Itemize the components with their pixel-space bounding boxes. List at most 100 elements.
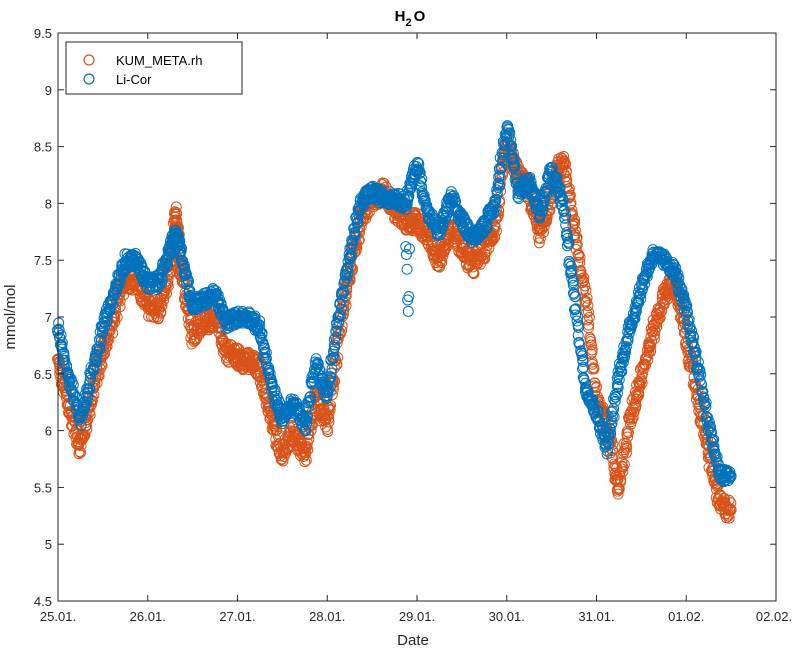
data-point [254, 356, 266, 368]
data-point [670, 262, 682, 274]
data-point [317, 403, 329, 415]
data-point [439, 243, 451, 255]
data-point [569, 291, 581, 303]
data-point [606, 417, 618, 429]
x-tick-label: 30.01. [489, 609, 525, 624]
data-point [418, 189, 430, 201]
data-point [715, 489, 727, 501]
data-point [608, 411, 620, 423]
data-point [91, 377, 103, 389]
data-point [582, 300, 594, 312]
data-point [553, 182, 565, 194]
data-point [489, 220, 501, 232]
data-point [331, 322, 343, 334]
data-point [78, 432, 89, 444]
data-point [492, 181, 504, 193]
data-point [620, 341, 632, 353]
data-point [328, 333, 340, 345]
data-point [724, 472, 736, 484]
x-tick-label: 31.01. [578, 609, 614, 624]
data-point [607, 438, 619, 450]
data-point [656, 305, 668, 317]
y-tick-label: 6 [45, 424, 52, 439]
data-point [299, 456, 311, 468]
data-point [303, 395, 315, 407]
data-point [534, 232, 546, 244]
data-point [158, 294, 170, 306]
data-point [508, 160, 520, 172]
data-point [421, 199, 433, 211]
data-point [687, 330, 699, 342]
data-point [182, 276, 194, 288]
data-point [300, 411, 312, 423]
data-point [578, 272, 590, 284]
x-axis-label: Date [397, 632, 429, 649]
data-point [537, 226, 549, 238]
data-point [106, 294, 118, 306]
x-tick-label: 29.01. [399, 609, 435, 624]
data-point [580, 284, 592, 296]
data-point [683, 314, 695, 326]
data-point [609, 395, 621, 407]
data-point [436, 256, 448, 268]
data-point [302, 396, 314, 408]
x-tick-label: 26.01. [130, 609, 166, 624]
data-point [479, 248, 491, 260]
data-point [403, 291, 415, 303]
data-point [290, 397, 302, 409]
data-point [576, 350, 588, 362]
data-point [588, 363, 600, 375]
data-point [645, 340, 657, 352]
data-point [577, 355, 589, 367]
data-point [156, 277, 168, 289]
data-point [97, 327, 109, 339]
data-point [56, 337, 68, 349]
data-point [682, 306, 694, 318]
data-point [231, 342, 243, 354]
legend-label-li-cor: Li-Cor [116, 72, 152, 87]
data-point [419, 194, 431, 206]
data-point [326, 363, 338, 375]
data-point [708, 434, 720, 446]
data-point [619, 347, 631, 359]
data-point [723, 512, 735, 524]
data-point [615, 474, 627, 486]
data-point [560, 209, 572, 221]
data-point [571, 315, 583, 327]
data-point [563, 258, 575, 270]
legend-marker-li-cor [83, 73, 95, 85]
x-tick-label: 02.02. [756, 609, 792, 624]
data-point [700, 401, 712, 413]
data-point [333, 311, 345, 323]
data-point [152, 313, 164, 325]
data-point [569, 217, 581, 229]
data-point [629, 313, 641, 325]
y-tick-label: 9 [45, 83, 52, 98]
y-tick-label: 5.5 [34, 480, 52, 495]
data-point [267, 381, 279, 393]
data-point [162, 259, 174, 271]
data-point [618, 458, 630, 470]
data-point [158, 290, 170, 302]
data-point [613, 469, 625, 481]
y-tick-label: 5 [45, 537, 52, 552]
data-point [534, 212, 546, 224]
data-point [604, 426, 616, 438]
data-point [568, 288, 580, 300]
data-point [648, 333, 660, 345]
data-point [584, 332, 596, 344]
data-point [620, 447, 632, 459]
data-point [619, 351, 631, 363]
data-point [98, 322, 110, 334]
data-point [336, 294, 348, 306]
data-point [416, 173, 428, 185]
data-point [304, 391, 316, 403]
data-point [349, 229, 361, 241]
data-point [459, 213, 470, 225]
data-point [53, 323, 65, 335]
data-point [414, 180, 426, 192]
data-point [170, 201, 182, 213]
data-point [334, 310, 346, 322]
data-point [325, 372, 337, 384]
